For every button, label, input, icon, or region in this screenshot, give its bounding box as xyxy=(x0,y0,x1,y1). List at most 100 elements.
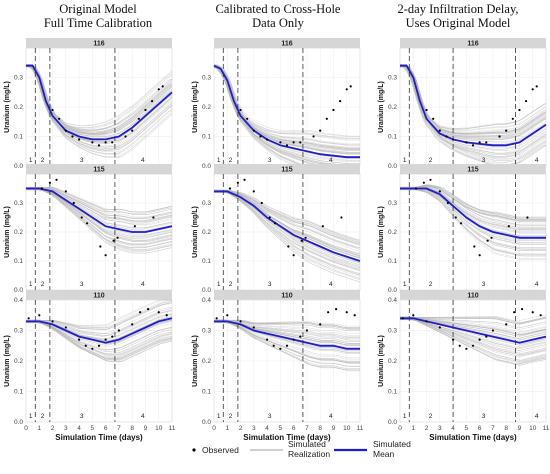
panel-r1-c2-observed-point xyxy=(312,135,315,138)
panel-r3-c2-realization-line xyxy=(214,320,360,338)
panel-r3-c2-ytick-label: 0.4 xyxy=(202,297,211,304)
panel-r2-c1-observed-point xyxy=(116,236,119,239)
panel-r1-c1-phase-label: 3 xyxy=(80,157,84,164)
panel-r1-c3-strip-label: 116 xyxy=(467,41,478,48)
panel-r2-c3-realization-line xyxy=(400,189,546,259)
panel-r2-c3-realization-line xyxy=(400,184,546,222)
panel-r3-c1-observed-point xyxy=(91,347,94,350)
panel-r1-c2-yaxis-label: Uranium (mg/L) xyxy=(192,81,199,133)
panel-r3-c1-ytick-label: 0.0 xyxy=(14,419,23,426)
panel-r1-c1-observed-point xyxy=(97,144,101,147)
panel-r3-c2-observed-point xyxy=(215,317,218,320)
panel-r3-c1-yaxis-label: Uranium (mg/L) xyxy=(4,335,11,387)
panel-r2-c3-phase-label: 4 xyxy=(535,281,539,288)
panel-r3-c1-observed-point xyxy=(157,311,160,314)
panel-r3-c1-realization-line xyxy=(26,299,172,326)
panel-r1-c2-strip xyxy=(214,38,360,48)
panel-r1-c3-yaxis-label: Uranium (mg/L) xyxy=(378,81,385,133)
panel-r1-c1-observed-point xyxy=(111,141,114,144)
panel-r1-c2-observed-point xyxy=(239,108,242,112)
panel-r2-c3-observed-point xyxy=(473,245,476,248)
panel-r2-c3-observed-point xyxy=(454,216,457,219)
panel-r2-c1-realization-line xyxy=(26,187,173,222)
panel-r2-c2-observed-point xyxy=(304,236,307,239)
panel-r3-c3-ytick-label: 0.1 xyxy=(388,389,397,396)
panel-r3-c2-realization-line xyxy=(214,321,360,354)
panel-r2-c2-observed-point xyxy=(300,239,303,242)
panel-r1-c1-strip xyxy=(26,38,172,48)
panel-r2-c1-phase-label: 3 xyxy=(80,281,84,288)
panel-r2-c3-realization-line xyxy=(400,187,546,231)
panel-r3-c3-xtick-label: 8 xyxy=(504,425,508,432)
panel-r1-c3-observed-point xyxy=(465,141,468,144)
panel-r3-c1-observed-point xyxy=(64,326,67,329)
panel-r3-c3-observed-point xyxy=(412,314,415,317)
panel-r2-c1-observed-point xyxy=(133,225,136,228)
panel-r3-c2-realization-line xyxy=(214,320,360,344)
panel-r1-c3-observed-point xyxy=(471,144,475,147)
panel-r1-c2-observed-point xyxy=(319,129,322,132)
panel-r1-c3-observed-point xyxy=(505,129,508,132)
panel-r3-c3-xtick-label: 9 xyxy=(518,425,522,432)
panel-r1-c2-realization-line xyxy=(213,64,360,145)
panel-r1-c3-realization-line xyxy=(400,66,547,162)
panel-r2-c1-realization-line xyxy=(26,187,173,228)
panel-r1-c2-observed-point xyxy=(299,141,302,144)
panel-r3-c3-realization-line xyxy=(400,318,547,355)
panel-r1-c1-observed-point xyxy=(58,117,61,120)
panel-r3-c3-phase-label: 3 xyxy=(482,413,486,420)
panel-r2-c1-ytick-label: 0.2 xyxy=(14,229,23,236)
panel-r1-c3-mean-line xyxy=(400,64,547,147)
panel-r3-c2-realization-line xyxy=(214,320,360,339)
panel-r3-c2-ytick-label: 0.3 xyxy=(202,328,211,335)
panel-r1-c2-observed-point xyxy=(325,117,328,120)
panel-r1-c2-observed-point xyxy=(338,100,342,103)
panel-r3-c2-realization-line xyxy=(214,319,360,329)
column-title-3: 2-day Infiltration Delay, Uses Original … xyxy=(368,2,548,30)
panel-r2-c2-observed-point xyxy=(292,254,295,257)
panel-r3-c1-observed-point xyxy=(51,320,54,323)
panel-r2-c3-strip xyxy=(400,164,546,174)
panel-r1-c1-observed-point xyxy=(124,135,127,138)
panel-r1-c3-observed-point xyxy=(438,129,441,132)
panel-r3-c3-realization-line xyxy=(400,317,547,336)
panel-r3-c3-xtick-label: 5 xyxy=(465,425,469,432)
panel-r2-c3-ytick-label: 0.0 xyxy=(388,287,397,294)
panel-r1-c3-phase-label: 2 xyxy=(429,157,433,164)
panel-r2-c2-observed-point xyxy=(243,178,246,181)
panel-r3-c2-observed-point xyxy=(252,326,255,329)
panel-r3-c3-observed-point xyxy=(485,335,488,338)
panel-r2-c2-observed-point xyxy=(236,181,239,184)
panel-r3-c1-xtick-label: 11 xyxy=(169,425,176,432)
panel-r3-c3-xtick-label: 4 xyxy=(451,425,455,432)
panel-r1-c3-realization-line xyxy=(400,66,547,164)
panel-r3-c3-observed-point xyxy=(513,311,516,314)
panel-r3-c3-observed-point xyxy=(425,320,428,323)
panel-r1-c1-observed-point xyxy=(150,100,154,103)
column-title-1-line-2: Full Time Calibration xyxy=(43,16,153,30)
panel-r3-c2-observed-point xyxy=(345,311,348,314)
panel-r3-c2-observed-point xyxy=(327,311,330,314)
panel-r1-c1-realization-line xyxy=(26,63,173,126)
panel-r2-c1-observed-point xyxy=(48,181,51,184)
column-title-1-line-1: Original Model xyxy=(59,2,137,16)
panel-r2-c2-mean-line xyxy=(214,190,361,262)
panel-r2-c1-observed-point xyxy=(99,245,102,248)
panel-r3-c3-phase-label: 2 xyxy=(429,413,433,420)
panel-r2-c2-realization-line xyxy=(214,192,361,280)
panel-r3-c2-xaxis-label: Simulation Time (days) xyxy=(243,433,331,442)
panel-r2-c2-phase-label: 2 xyxy=(229,281,233,288)
column-title-2-line-1: Calibrated to Cross-Hole xyxy=(215,2,341,16)
panel-r2-c3-observed-point xyxy=(486,239,489,242)
panel-r3-c2-observed-point xyxy=(319,323,322,326)
panel-r3-c3-observed-point xyxy=(478,338,481,341)
panel-r2-c1-yaxis-label: Uranium (mg/L) xyxy=(4,206,11,258)
panel-r2-c3-observed-point xyxy=(446,201,449,205)
panel-r1-c1-observed-point xyxy=(91,141,94,144)
panel-r1-c2-mean-line xyxy=(213,64,360,159)
panel-r3-c1-strip-label: 110 xyxy=(93,293,104,300)
panel-r3-c3-observed-point xyxy=(465,347,468,350)
